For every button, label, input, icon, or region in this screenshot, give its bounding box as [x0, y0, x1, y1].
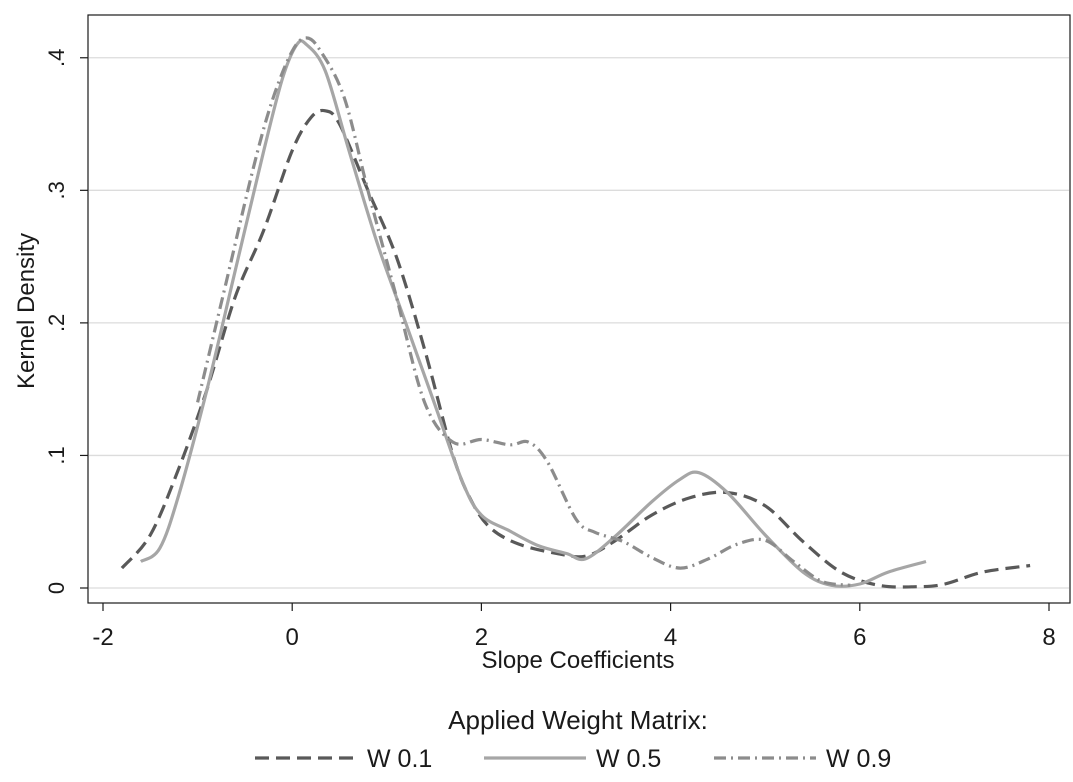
legend-label: W 0.1	[367, 745, 432, 773]
series-lines	[120, 36, 1031, 589]
y-axis: 0 .1 .2 .3 .4	[44, 49, 88, 594]
x-tick-label: 0	[286, 624, 299, 651]
y-tick-label: .4	[44, 49, 69, 67]
x-axis-label: Slope Coefficients	[481, 647, 674, 674]
legend-label: W 0.9	[826, 745, 891, 773]
series-line-w-01	[120, 108, 1031, 589]
y-axis-label: Kernel Density	[13, 233, 40, 389]
x-tick-label: -2	[92, 624, 113, 651]
y-tick-label: .1	[44, 446, 69, 464]
legend-title: Applied Weight Matrix:	[448, 705, 708, 735]
x-tick-label: 6	[853, 624, 866, 651]
gridlines	[89, 57, 1069, 589]
y-tick-label: .3	[44, 181, 69, 199]
plot-frame	[87, 14, 1071, 604]
legend-label: W 0.5	[596, 745, 661, 773]
series-line-w-09	[196, 36, 851, 587]
x-tick-label: 8	[1042, 624, 1055, 651]
x-tick-label: 4	[664, 624, 677, 651]
legend: W 0.1 W 0.5 W 0.9	[255, 745, 891, 773]
y-tick-label: 0	[44, 582, 69, 594]
x-axis: -2 0 2 4 6 8	[92, 603, 1056, 651]
x-tick-label: 2	[475, 624, 488, 651]
y-tick-label: .2	[44, 314, 69, 332]
series-line-w-05	[139, 39, 927, 588]
